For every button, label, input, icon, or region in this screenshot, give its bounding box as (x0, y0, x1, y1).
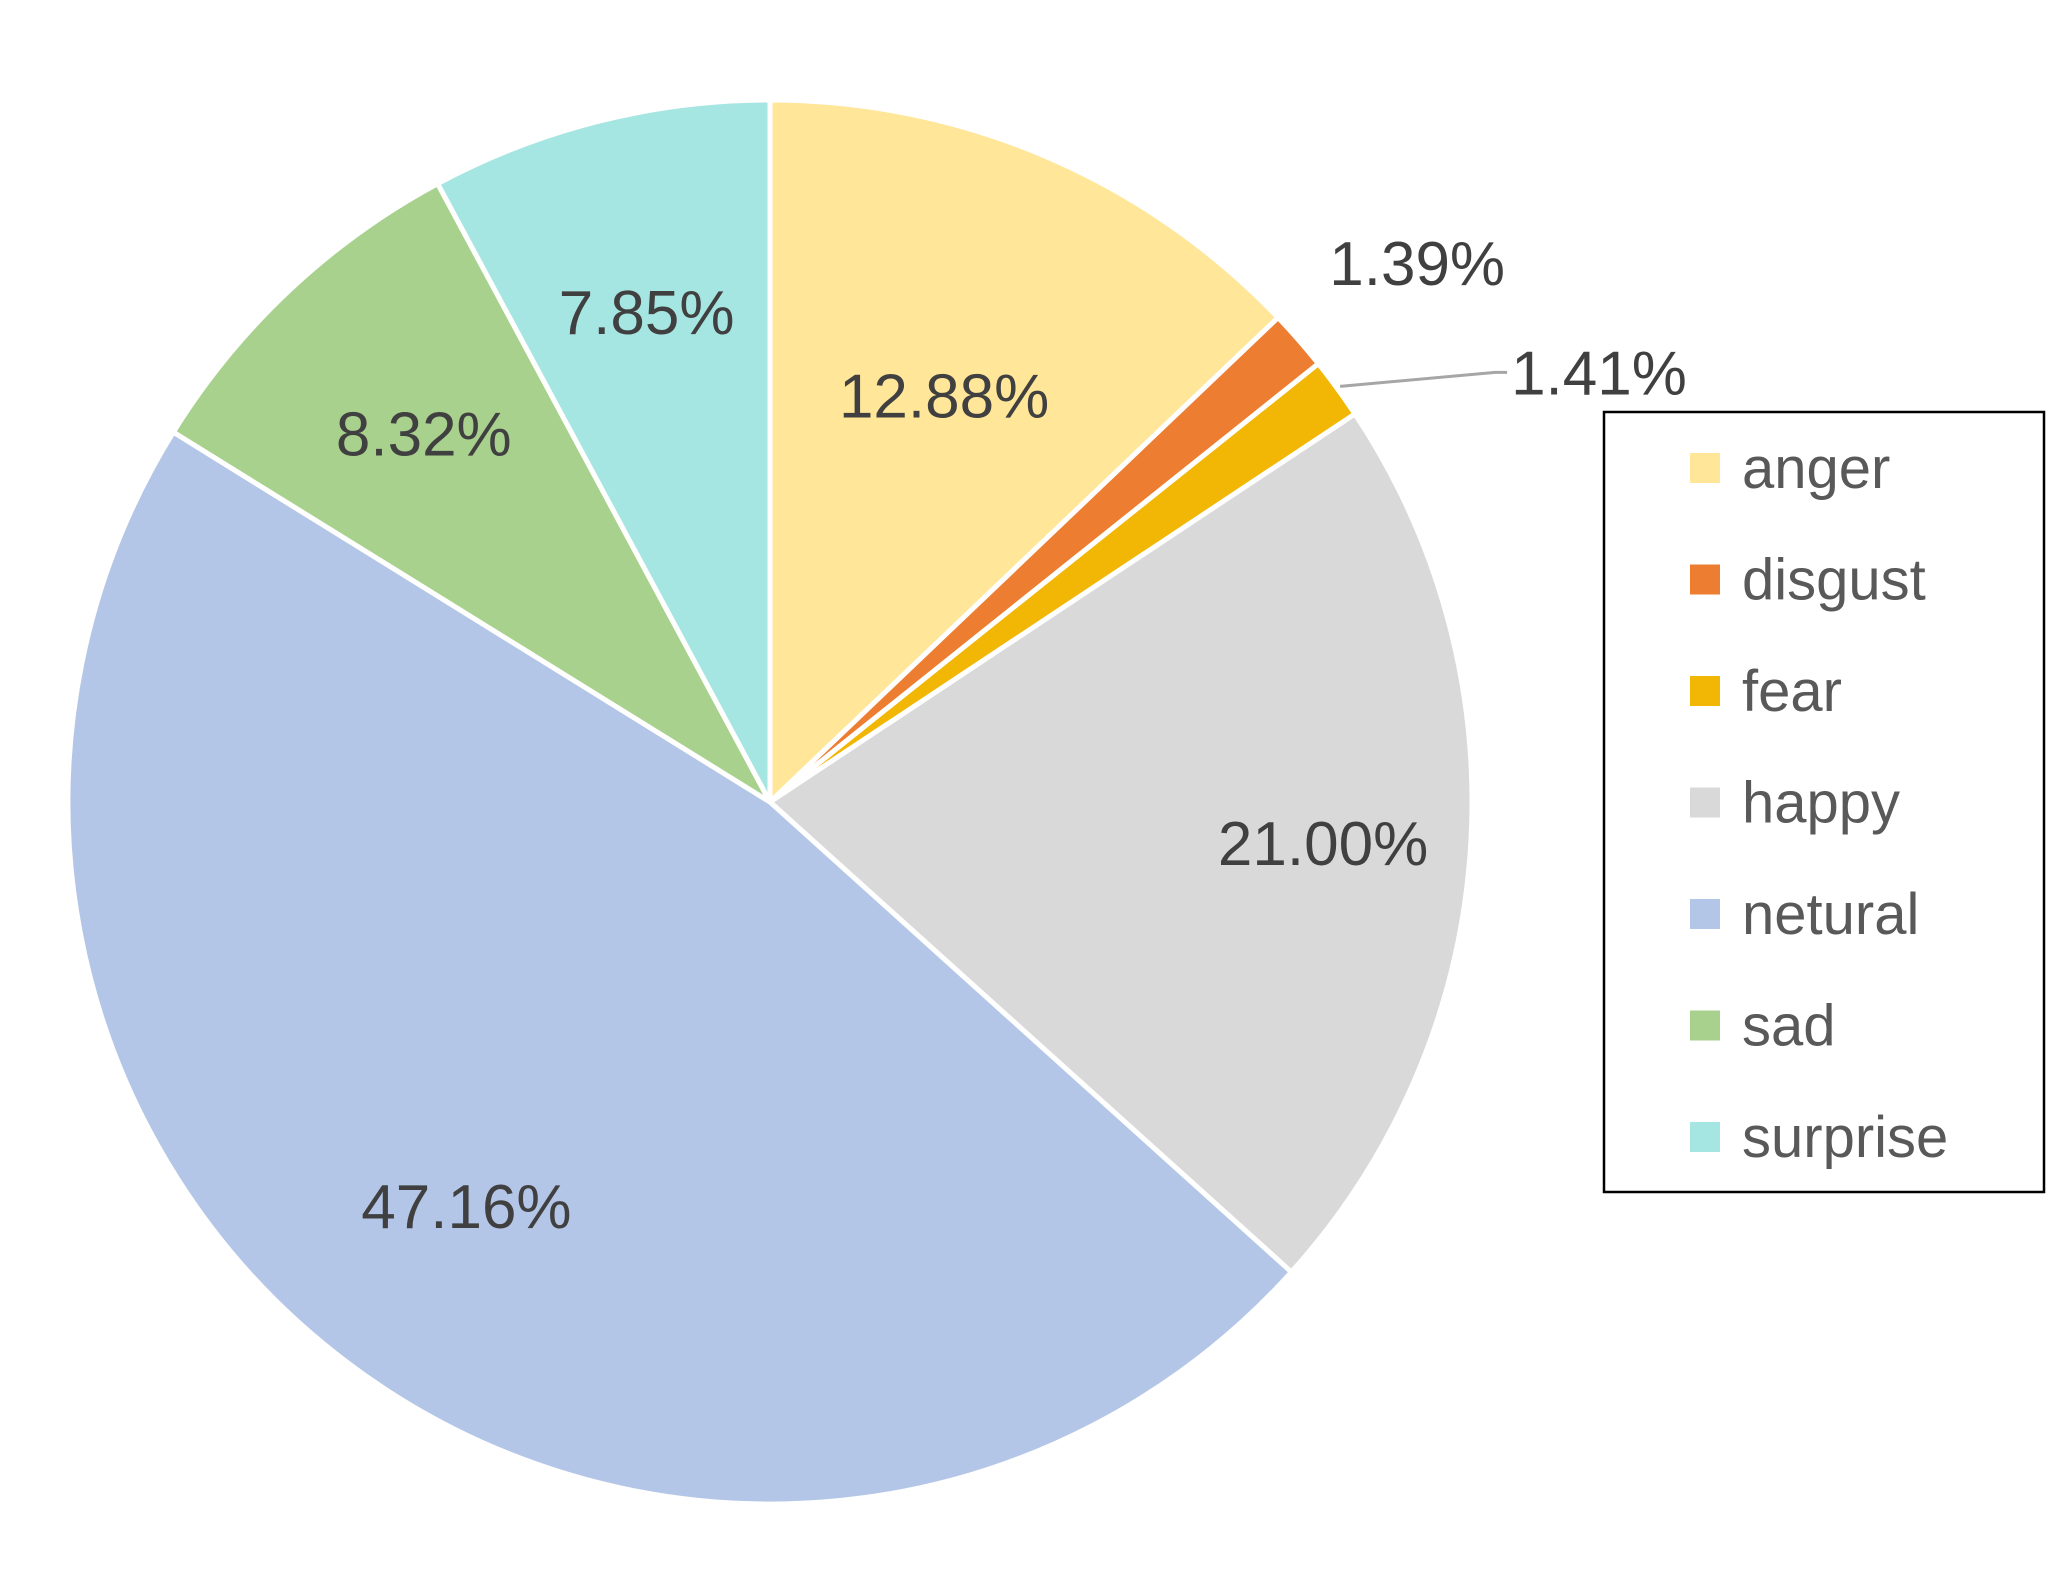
pie-slice-anger (767, 97, 1281, 805)
data-label-fear: 1.41% (1511, 339, 1687, 408)
pie-slice-happy (767, 411, 1475, 1275)
legend-label-disgust: disgust (1742, 548, 1926, 613)
legend-swatch-disgust (1690, 564, 1720, 595)
legend-swatch-sad (1690, 1010, 1720, 1041)
data-label-netural: 47.16% (361, 1173, 571, 1242)
legend-swatch-anger (1690, 453, 1720, 483)
pie-slice-surprise (435, 97, 773, 805)
data-label-anger: 12.88% (839, 362, 1049, 431)
data-label-disgust: 1.39% (1329, 230, 1505, 299)
pie-data-labels: 12.88% 1.39%1.41% 21.00% 47.16% 8.32% 7.85% (336, 230, 1687, 1242)
legend-swatch-fear (1690, 676, 1720, 706)
legend-label-sad: sad (1742, 994, 1836, 1059)
legend-label-surprise: surprise (1742, 1105, 1948, 1170)
leader-line-fear (1339, 370, 1508, 388)
legend-swatch-happy (1690, 787, 1720, 818)
legend-label-fear: fear (1742, 659, 1842, 724)
legend-label-happy: happy (1742, 771, 1900, 836)
legend: anger disgust fear happy netural sad surprise (1602, 410, 2046, 1194)
legend-swatch-surprise (1690, 1122, 1720, 1152)
legend-label-netural: netural (1742, 882, 1919, 947)
data-label-happy: 21.00% (1218, 810, 1428, 879)
legend-frame (1602, 410, 2046, 1194)
legend-swatch-netural (1690, 899, 1720, 929)
pie-slice-sad (170, 181, 773, 805)
data-label-surprise: 7.85% (559, 279, 735, 348)
data-label-sad: 8.32% (336, 401, 512, 470)
legend-label-anger: anger (1742, 436, 1890, 501)
pie-slice-netural (65, 429, 1294, 1507)
pie-slices (65, 97, 1475, 1507)
